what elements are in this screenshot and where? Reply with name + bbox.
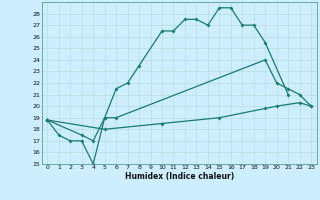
X-axis label: Humidex (Indice chaleur): Humidex (Indice chaleur) xyxy=(124,172,234,181)
